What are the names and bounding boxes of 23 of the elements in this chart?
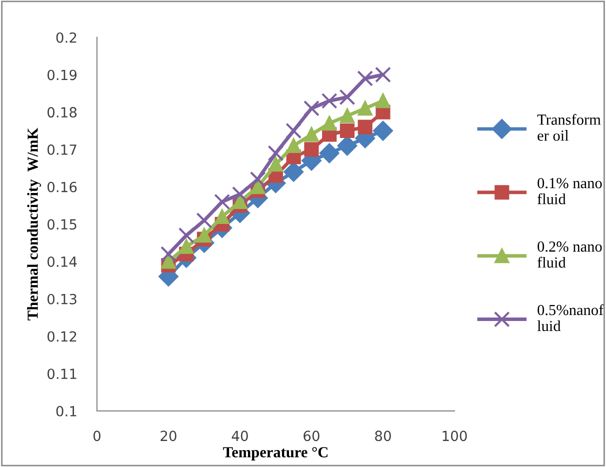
y-tick-label: 0.11 (48, 368, 76, 380)
legend-label: 0.2% nanofluid (538, 241, 602, 268)
legend-label: 0.5%nanofluid (537, 304, 604, 332)
y-tick-label: 0.17 (48, 144, 76, 155)
y-axis-title: Thermal conductivity W/mK (27, 128, 42, 320)
legend-label: Transformer oil (537, 114, 601, 141)
x-tick-label: 0 (93, 430, 100, 442)
x-tick-label: 40 (232, 430, 248, 442)
x-tick-label: 20 (160, 430, 176, 442)
y-tick-label: 0.12 (48, 331, 76, 342)
y-tick-label: 0.18 (48, 107, 77, 118)
y-tick-label: 0.1 (56, 406, 76, 416)
y-tick-label: 0.14 (48, 256, 77, 267)
y-tick-label: 0.19 (48, 70, 77, 80)
x-tick-label: 60 (304, 430, 320, 442)
y-tick-label: 0.15 (48, 219, 76, 230)
legend-label: 0.1% nanofluid (538, 178, 602, 204)
y-tick-label: 0.2 (56, 32, 76, 43)
x-tick-label: 80 (375, 430, 391, 442)
y-tick-label: 0.13 (48, 294, 76, 304)
x-tick-label: 100 (442, 430, 467, 442)
y-tick-label: 0.16 (48, 182, 77, 192)
x-axis-title: Temperature °C (223, 447, 328, 460)
